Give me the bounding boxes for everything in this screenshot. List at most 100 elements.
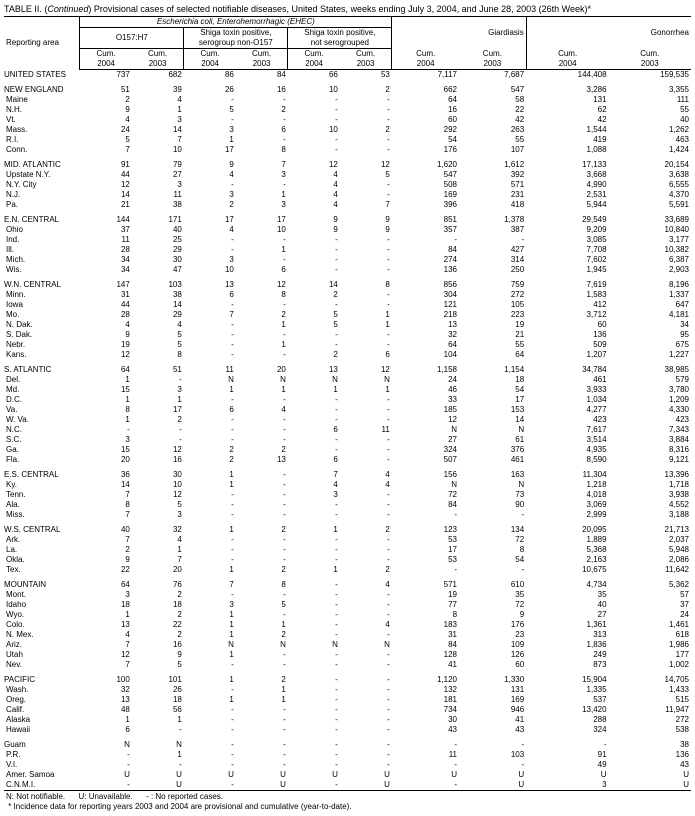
reporting-area-header: Reporting area [4,17,80,70]
table-row: N.C.----611NN7,6177,343 [4,425,691,435]
data-cell: 4 [132,95,184,105]
data-cell: - [184,245,236,255]
data-cell: 30 [132,470,184,480]
data-cell: 324 [526,725,608,735]
table-row: Ohio3740410993573879,20910,840 [4,225,691,235]
data-cell: - [184,490,236,500]
data-cell: 2 [132,415,184,425]
table-row: R.I.571---5455419463 [4,135,691,145]
area-cell: Iowa [4,300,80,310]
data-cell: 9 [340,225,392,235]
data-cell: 3,355 [609,85,691,95]
area-cell: N. Dak. [4,320,80,330]
data-cell: 509 [526,340,608,350]
data-cell: 60 [526,320,608,330]
data-cell: - [236,545,288,555]
data-cell: 6 [340,350,392,360]
data-cell: 1,335 [526,685,608,695]
data-cell: 1,612 [459,160,526,170]
table-row: Md.153111146543,9333,780 [4,385,691,395]
data-cell: 675 [609,340,691,350]
data-cell: - [184,320,236,330]
data-cell: 3 [132,510,184,520]
data-cell: 1 [340,310,392,320]
data-cell: 2,999 [526,510,608,520]
data-cell: - [236,180,288,190]
table-row: Tenn.712--3-72734,0183,938 [4,490,691,500]
table-row: Mont.32----19353557 [4,590,691,600]
area-cell: N.Y. City [4,180,80,190]
data-cell: - [184,95,236,105]
area-cell: C.N.M.I. [4,780,80,791]
area-cell: Ind. [4,235,80,245]
data-cell: 176 [459,620,526,630]
data-cell: - [236,300,288,310]
area-cell: Calif. [4,705,80,715]
data-cell: 29,549 [526,215,608,225]
data-cell: 14 [132,125,184,135]
data-cell: 1 [184,525,236,535]
data-cell: 2 [236,445,288,455]
data-cell: 2 [132,630,184,640]
data-cell: 42 [459,115,526,125]
data-cell: 250 [459,265,526,275]
area-cell: W.N. CENTRAL [4,280,80,290]
data-cell: 3 [288,490,340,500]
data-cell: 104 [392,350,459,360]
data-cell: - [392,510,459,520]
data-cell: - [184,715,236,725]
data-cell: 28 [80,310,132,320]
data-cell: 4,181 [609,310,691,320]
disease-header: Shiga toxin positive,not serogrouped [288,28,392,49]
table-row: S. ATLANTIC6451112013121,1581,15434,7843… [4,365,691,375]
data-cell: 15 [80,445,132,455]
data-cell: - [288,115,340,125]
data-cell: 662 [392,85,459,95]
data-cell: 40 [80,525,132,535]
data-cell: - [340,750,392,760]
data-cell: 1,158 [392,365,459,375]
data-cell: - [184,300,236,310]
data-cell: - [236,395,288,405]
data-cell: 4 [80,320,132,330]
data-cell: 41 [392,660,459,670]
data-cell: 12 [340,365,392,375]
data-cell: 35 [459,590,526,600]
data-cell: - [340,415,392,425]
data-cell: 39 [132,85,184,95]
data-cell: 8 [459,545,526,555]
data-cell: 396 [392,200,459,210]
data-cell: 33 [392,395,459,405]
data-cell: 3 [236,200,288,210]
data-cell: 4 [80,115,132,125]
data-cell: 41 [459,715,526,725]
data-cell: 84 [392,640,459,650]
data-cell: 8,590 [526,455,608,465]
data-cell: - [80,750,132,760]
area-cell: Maine [4,95,80,105]
data-cell: - [288,415,340,425]
data-cell: 7 [184,310,236,320]
data-cell: - [288,725,340,735]
area-cell: Ala. [4,500,80,510]
data-cell: - [340,705,392,715]
data-cell: 508 [392,180,459,190]
data-cell: 6 [288,425,340,435]
data-cell: 2,086 [609,555,691,565]
data-cell: 7 [80,660,132,670]
data-cell: 15 [80,385,132,395]
data-cell: - [340,630,392,640]
data-cell: - [288,660,340,670]
data-cell: 46 [392,385,459,395]
data-cell: - [526,740,608,750]
data-cell: - [288,340,340,350]
data-cell: 38 [609,740,691,750]
table-row: N. Dak.44-15113196034 [4,320,691,330]
data-cell: 1,461 [609,620,691,630]
data-cell: 2,531 [526,190,608,200]
data-cell: 9 [132,650,184,660]
data-cell: 1 [132,105,184,115]
data-cell: 54 [459,555,526,565]
data-cell: - [288,750,340,760]
data-cell: 3,884 [609,435,691,445]
